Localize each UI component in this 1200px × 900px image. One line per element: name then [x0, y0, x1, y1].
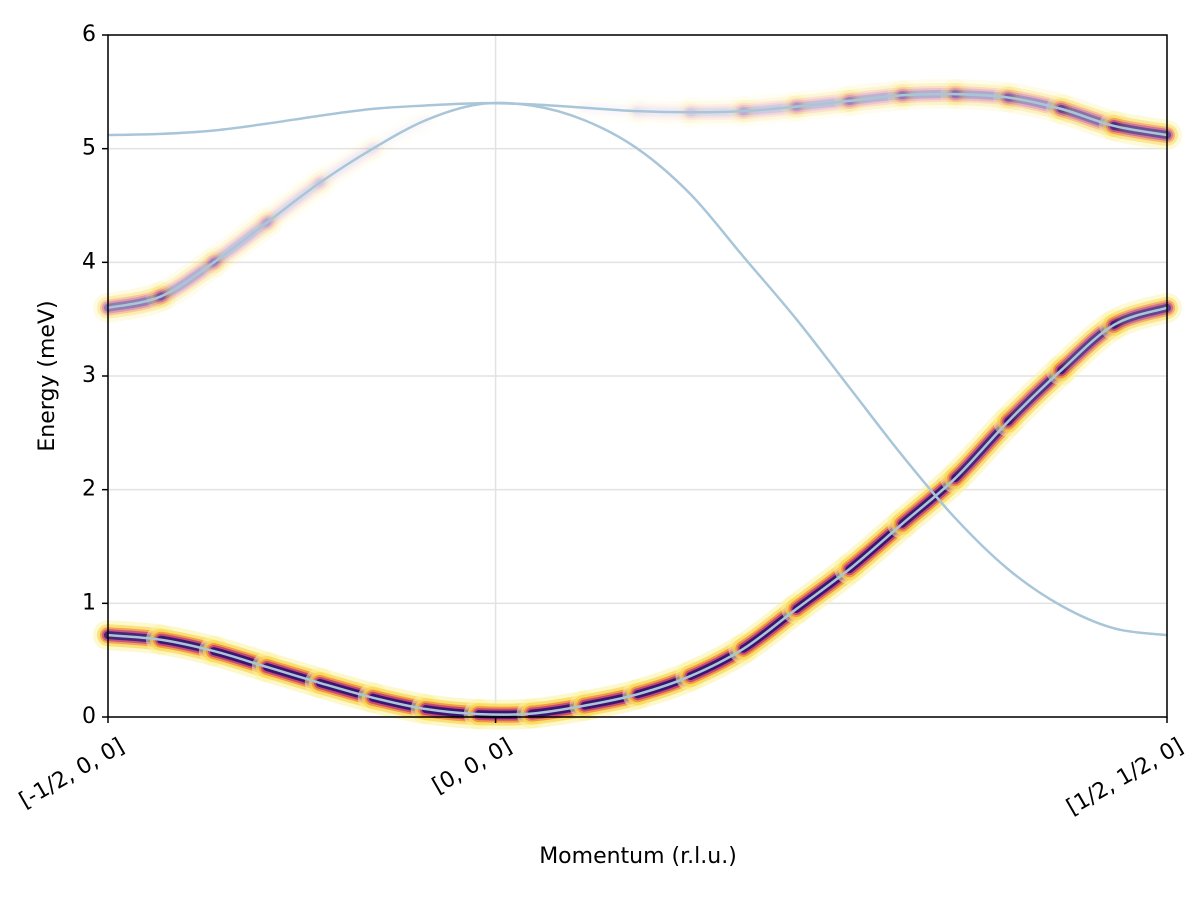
- y-tick-label: 2: [82, 477, 96, 502]
- y-axis-label: Energy (meV): [35, 300, 60, 451]
- dispersion-line: [107, 306, 1168, 716]
- y-tick-label: 6: [82, 22, 96, 47]
- y-tick-label: 3: [82, 363, 96, 388]
- line-layer: [107, 92, 1168, 716]
- plot-frame: [107, 34, 1168, 718]
- x-tick-label: [0, 0, 0]: [428, 734, 516, 799]
- intensity-layer: [93, 78, 1182, 730]
- dispersion-line: [107, 101, 1168, 637]
- y-tick-label: 5: [82, 136, 96, 161]
- x-axis-label: Momentum (r.l.u.): [539, 844, 737, 869]
- y-tick-label: 4: [82, 249, 96, 274]
- grid: [107, 34, 1168, 718]
- dispersion-line: [107, 92, 1168, 137]
- x-tick-label: [-1/2, 0, 0]: [15, 734, 128, 814]
- x-tick-label: [1/2, 1/2, 0]: [1063, 734, 1188, 821]
- y-tick-label: 0: [82, 704, 96, 729]
- y-tick-label: 1: [82, 590, 96, 615]
